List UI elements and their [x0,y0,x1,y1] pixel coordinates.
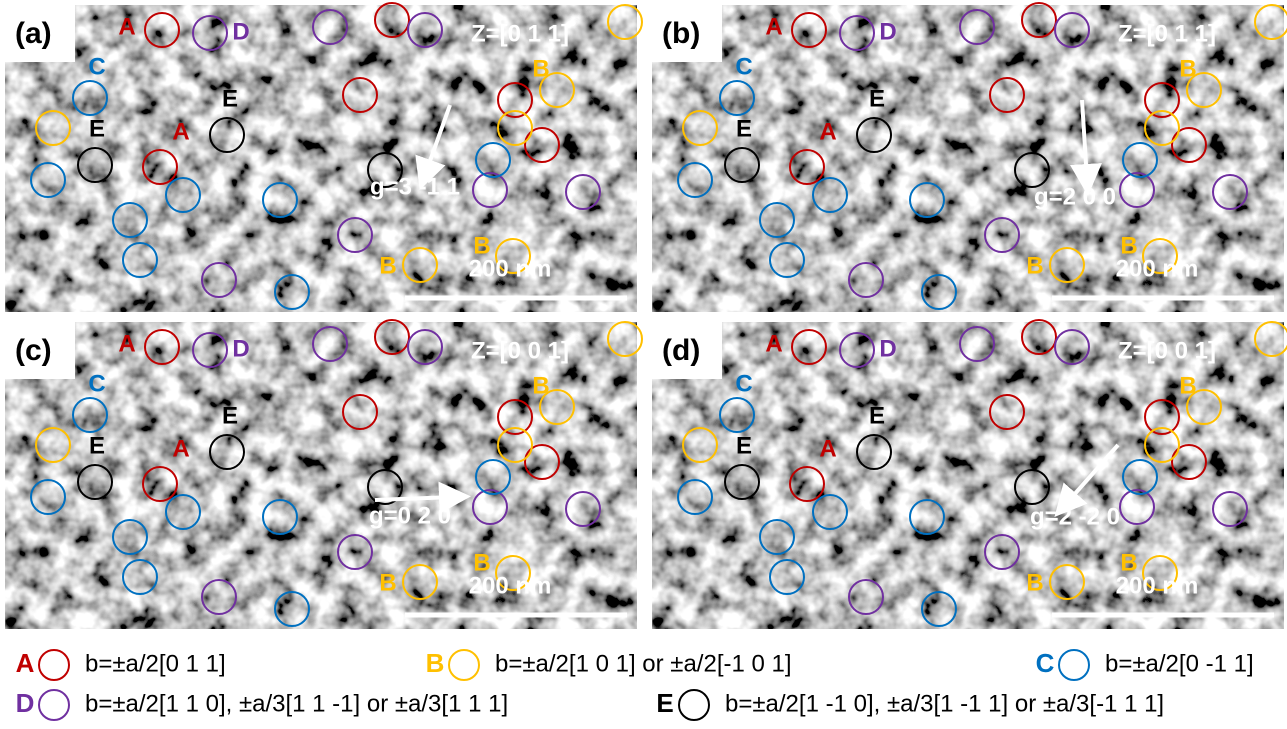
panel-label: (a) [15,17,52,50]
marker-letter: E [89,432,105,459]
legend-letter: D [16,688,35,718]
legend-circle [1059,650,1089,680]
legend-circle [39,650,69,680]
marker-letter: B [379,252,396,279]
marker-letter: D [232,18,249,45]
figure: (a)ADCBEEABBZ=[0 1 1]g=3 -1 1200 nm(b)AD… [0,0,1287,729]
g-vector: g=2 0 0 [1034,183,1116,210]
marker-letter: B [532,55,549,82]
marker-letter: C [735,53,752,80]
marker-letter: E [869,85,885,112]
legend-circle [679,690,709,720]
marker-letter: A [765,330,782,357]
marker-letter: B [1179,372,1196,399]
legend-text: b=±a/2[0 1 1] [85,650,226,677]
marker-letter: B [1179,55,1196,82]
zone-axis: Z=[0 1 1] [1118,20,1216,47]
marker-letter: C [88,53,105,80]
g-vector: g=0 2 0 [369,502,451,529]
legend-circle [449,650,479,680]
panel-label: (d) [662,334,700,367]
scale-label: 200 nm [469,255,552,282]
marker-letter: E [869,402,885,429]
legend-letter: C [1036,648,1055,678]
zone-axis: Z=[0 0 1] [471,337,569,364]
g-vector: g=2 -2 0 [1030,503,1120,530]
scale-label: 200 nm [1116,572,1199,599]
panel: (c)ADCBEEABBZ=[0 0 1]g=0 2 0200 nm [0,317,642,629]
zone-axis: Z=[0 0 1] [1118,337,1216,364]
panel: (b)ADCBEEABBZ=[0 1 1]g=2 0 0200 nm [647,0,1287,312]
marker-letter: C [88,370,105,397]
panel-label: (b) [662,17,700,50]
marker-letter: A [118,13,135,40]
marker-letter: D [232,335,249,362]
marker-letter: B [1026,569,1043,596]
marker-letter: A [765,13,782,40]
marker-letter: D [879,335,896,362]
marker-letter: A [172,118,189,145]
legend-text: b=±a/2[1 1 0], ±a/3[1 1 -1] or ±a/3[1 1 … [85,690,508,717]
marker-letter: A [118,330,135,357]
legend-text: b=±a/2[1 0 1] or ±a/2[-1 0 1] [495,650,792,677]
marker-letter: A [819,435,836,462]
marker-letter: E [222,85,238,112]
legend-letter: B [426,648,445,678]
legend-circle [39,690,69,720]
marker-letter: D [879,18,896,45]
legend-text: b=±a/2[0 -1 1] [1105,650,1254,677]
marker-letter: B [532,372,549,399]
legend-letter: A [16,648,35,678]
marker-letter: B [1026,252,1043,279]
panel-label: (c) [15,334,52,367]
zone-axis: Z=[0 1 1] [471,20,569,47]
marker-letter: E [222,402,238,429]
marker-letter: E [736,432,752,459]
g-vector: g=3 -1 1 [370,173,460,200]
marker-letter: B [379,569,396,596]
scale-label: 200 nm [1116,255,1199,282]
marker-letter: A [819,118,836,145]
marker-letter: E [736,115,752,142]
scale-label: 200 nm [469,572,552,599]
marker-letter: E [89,115,105,142]
legend-text: b=±a/2[1 -1 0], ±a/3[1 -1 1] or ±a/3[-1 … [725,690,1164,717]
marker-letter: C [735,370,752,397]
marker-letter: A [172,435,189,462]
legend-letter: E [656,688,673,718]
